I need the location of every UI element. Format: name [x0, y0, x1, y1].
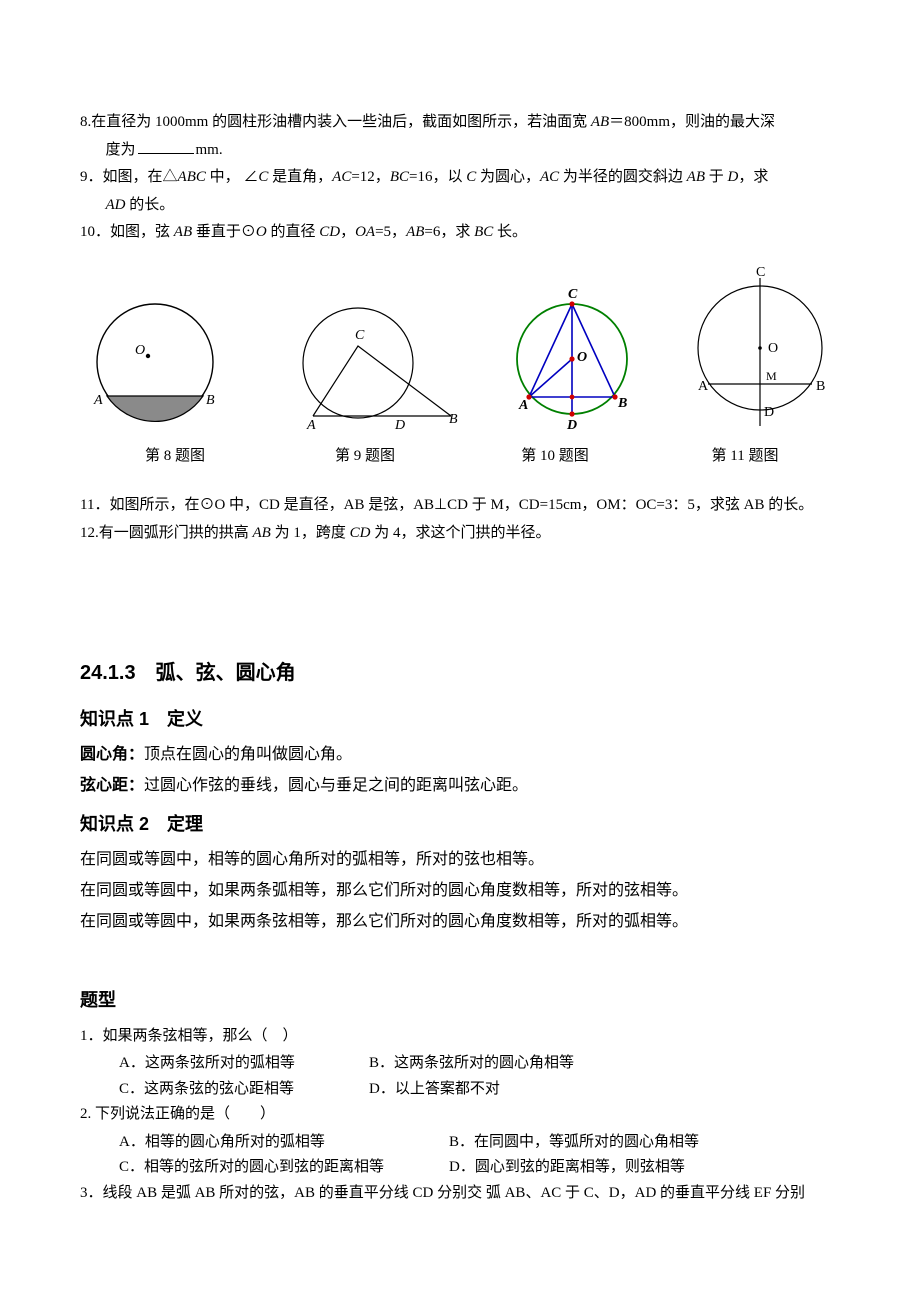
svg-text:O: O — [577, 350, 587, 365]
kp2-title: 知识点 2 定理 — [80, 809, 840, 840]
tq1-opt-a: A．这两条弦所对的弧相等 — [119, 1051, 369, 1077]
question-12: 12.有一圆弧形门拱的拱高 AB 为 1，跨度 CD 为 4，求这个门拱的半径。 — [80, 521, 840, 547]
figure-9: C A D B — [263, 291, 463, 436]
caption-11: 第 11 题图 — [650, 444, 840, 470]
svg-text:B: B — [617, 396, 627, 411]
svg-text:D: D — [394, 418, 405, 433]
tq3-stem: 3．线段 AB 是弧 AB 所对的弦，AB 的垂直平分线 CD 分别交 弧 AB… — [80, 1181, 840, 1207]
figure-8: O A B — [80, 296, 230, 436]
tq2-stem: 2. 下列说法正确的是（ ） — [80, 1102, 840, 1128]
svg-text:O: O — [768, 341, 778, 356]
tq2-opt-c: C．相等的弦所对的圆心到弦的距离相等 — [119, 1155, 449, 1181]
svg-text:C: C — [756, 266, 765, 280]
caption-8: 第 8 题图 — [80, 444, 270, 470]
caption-10: 第 10 题图 — [460, 444, 650, 470]
section-title: 24.1.3 弧、弦、圆心角 — [80, 656, 840, 690]
svg-text:C: C — [568, 287, 578, 302]
kp2-line1: 在同圆或等圆中，相等的圆心角所对的弧相等，所对的弦也相等。 — [80, 846, 840, 873]
svg-text:A: A — [93, 393, 103, 408]
svg-text:C: C — [355, 328, 365, 343]
tq2-opt-d: D．圆心到弦的距离相等，则弦相等 — [449, 1155, 685, 1181]
kp1-line1: 圆心角：顶点在圆心的角叫做圆心角。 — [80, 741, 840, 768]
kp2-line2: 在同圆或等圆中，如果两条弧相等，那么它们所对的圆心角度数相等，所对的弦相等。 — [80, 877, 840, 904]
q9-num: 9． — [80, 169, 103, 185]
svg-text:D: D — [566, 418, 577, 433]
tq2-options: A．相等的圆心角所对的弧相等 B．在同圆中，等弧所对的圆心角相等 C．相等的弦所… — [80, 1130, 840, 1181]
tq1-opt-c: C．这两条弦的弦心距相等 — [119, 1077, 369, 1103]
tq2-opt-a: A．相等的圆心角所对的弧相等 — [119, 1130, 449, 1156]
kp2-line3: 在同圆或等圆中，如果两条弦相等，那么它们所对的圆心角度数相等，所对的弧相等。 — [80, 908, 840, 935]
svg-text:A: A — [518, 398, 528, 413]
question-8-line2: 度为mm. — [80, 138, 840, 164]
question-8: 8.在直径为 1000mm 的圆柱形油槽内装入一些油后，截面如图所示，若油面宽 … — [80, 110, 840, 136]
figure-11: C O M A B D — [680, 266, 840, 436]
q8-num: 8. — [80, 114, 91, 130]
svg-text:B: B — [206, 393, 215, 408]
svg-text:B: B — [816, 379, 825, 394]
question-11: 11．如图所示，在⊙O 中，CD 是直径，AB 是弦，AB⊥CD 于 M，CD=… — [80, 493, 840, 519]
figure-captions: 第 8 题图 第 9 题图 第 10 题图 第 11 题图 — [80, 444, 840, 470]
tixing-title: 题型 — [80, 985, 840, 1016]
svg-text:M: M — [766, 369, 777, 383]
figures-row: O A B C A D B — [80, 266, 840, 436]
q12-num: 12. — [80, 525, 99, 541]
svg-text:O: O — [135, 343, 145, 358]
tq1-opt-b: B．这两条弦所对的圆心角相等 — [369, 1051, 574, 1077]
tq1-options: A．这两条弦所对的弧相等 B．这两条弦所对的圆心角相等 C．这两条弦的弦心距相等… — [80, 1051, 840, 1102]
tq1-stem: 1．如果两条弦相等，那么（ ） — [80, 1024, 840, 1050]
tq2-opt-b: B．在同圆中，等弧所对的圆心角相等 — [449, 1130, 699, 1156]
question-9-line2: AD 的长。 — [80, 193, 840, 219]
svg-text:A: A — [698, 379, 709, 394]
question-9: 9．如图，在△ABC 中， ∠C 是直角，AC=12，BC=16，以 C 为圆心… — [80, 165, 840, 191]
blank-input[interactable] — [138, 138, 194, 154]
kp1-title: 知识点 1 定义 — [80, 704, 840, 735]
q10-num: 10． — [80, 224, 110, 240]
kp1-line2: 弦心距：过圆心作弦的垂线，圆心与垂足之间的距离叫弦心距。 — [80, 772, 840, 799]
caption-9: 第 9 题图 — [270, 444, 460, 470]
figure-10: C O A B D — [497, 281, 647, 436]
svg-text:D: D — [764, 405, 774, 420]
tq1-opt-d: D．以上答案都不对 — [369, 1077, 500, 1103]
question-10: 10．如图，弦 AB 垂直于⊙O 的直径 CD，OA=5，AB=6，求 BC 长… — [80, 220, 840, 246]
svg-text:B: B — [449, 412, 458, 427]
svg-text:A: A — [306, 418, 316, 433]
